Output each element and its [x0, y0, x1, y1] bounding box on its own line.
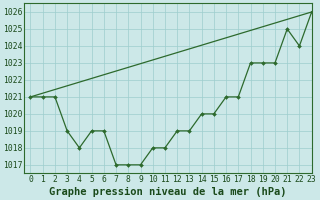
X-axis label: Graphe pression niveau de la mer (hPa): Graphe pression niveau de la mer (hPa): [49, 186, 287, 197]
